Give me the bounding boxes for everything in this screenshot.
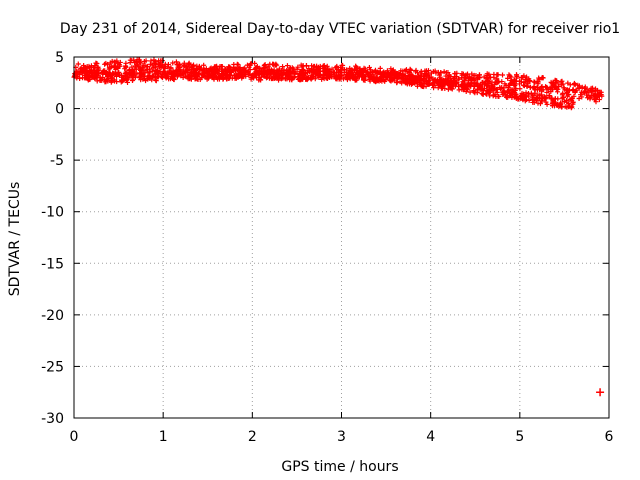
y-tick-label: -10: [41, 205, 64, 221]
y-axis-label: SDTVAR / TECUs: [7, 182, 23, 297]
axis-ticks: 0 1 2 3 4 5 6 5 0 -5 -10 -15 -20 -25 -30: [41, 50, 613, 445]
data-point: [555, 96, 560, 101]
x-tick-label: 6: [605, 429, 614, 445]
x-tick-label: 1: [159, 429, 168, 445]
y-tick-label: 5: [55, 50, 64, 66]
data-point: [76, 61, 81, 66]
y-tick-label: -30: [41, 411, 64, 427]
data-point: [596, 388, 604, 396]
data-point: [130, 78, 135, 83]
x-tick-label: 5: [515, 429, 524, 445]
x-tick-label: 4: [426, 429, 435, 445]
y-tick-label: -15: [41, 256, 64, 272]
y-tick-label: 0: [55, 102, 64, 118]
data-point: [201, 63, 206, 68]
chart-title: Day 231 of 2014, Sidereal Day-to-day VTE…: [60, 21, 620, 37]
grid: [74, 57, 609, 418]
data-point: [394, 80, 399, 85]
series-lower: [72, 66, 575, 110]
y-tick-label: -5: [50, 153, 64, 169]
x-tick-label: 2: [248, 429, 257, 445]
data-point: [500, 73, 505, 78]
y-tick-label: -25: [41, 359, 64, 375]
data-point: [517, 86, 522, 91]
data-layer: [72, 57, 605, 396]
series-outlier: [596, 388, 604, 396]
x-tick-label: 0: [70, 429, 79, 445]
x-tick-label: 3: [337, 429, 346, 445]
data-point: [235, 62, 240, 67]
data-point: [304, 64, 309, 69]
y-tick-label: -20: [41, 308, 64, 324]
x-axis-label: GPS time / hours: [281, 459, 398, 475]
